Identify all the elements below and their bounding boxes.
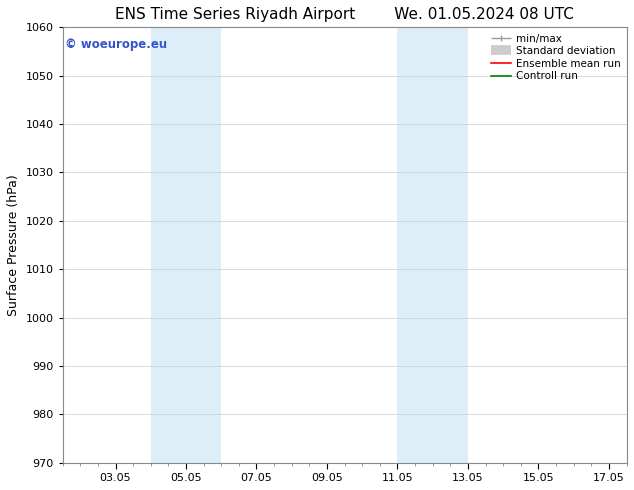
Bar <box>398 27 468 463</box>
Y-axis label: Surface Pressure (hPa): Surface Pressure (hPa) <box>7 174 20 316</box>
Title: ENS Time Series Riyadh Airport        We. 01.05.2024 08 UTC: ENS Time Series Riyadh Airport We. 01.05… <box>115 7 574 22</box>
Text: © woeurope.eu: © woeurope.eu <box>65 38 167 51</box>
Bar <box>151 27 221 463</box>
Legend: min/max, Standard deviation, Ensemble mean run, Controll run: min/max, Standard deviation, Ensemble me… <box>488 30 623 84</box>
